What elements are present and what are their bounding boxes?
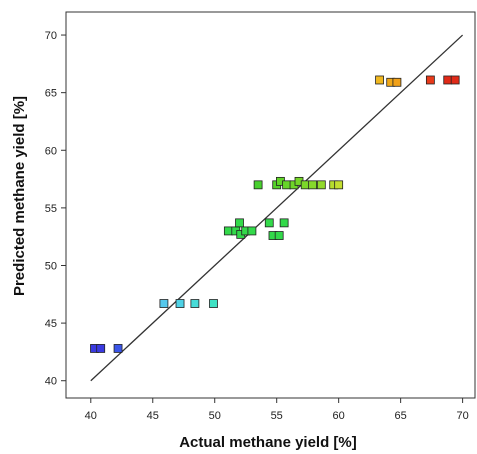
data-point (308, 180, 318, 190)
data-point (209, 299, 218, 308)
reference-line (90, 34, 464, 382)
data-point (190, 299, 200, 308)
data-point (247, 226, 257, 236)
data-point (392, 77, 402, 87)
data-point (175, 299, 185, 308)
x-tick-label: 65 (395, 410, 407, 422)
data-point (223, 226, 233, 236)
x-tick-label: 40 (85, 410, 97, 422)
data-point (279, 218, 289, 228)
data-point (159, 299, 169, 308)
data-point (316, 180, 326, 190)
data-point (253, 180, 263, 190)
data-point (274, 231, 284, 240)
y-tick-label: 45 (45, 318, 57, 330)
data-points (90, 75, 460, 353)
x-axis: 40 45 50 55 60 65 70 (85, 398, 469, 422)
x-tick-label: 70 (456, 410, 468, 422)
y-tick-label: 70 (45, 30, 57, 42)
y-axis: 40 45 50 55 60 65 70 (45, 30, 66, 388)
y-tick-label: 55 (45, 203, 57, 215)
y-tick-label: 65 (45, 88, 57, 100)
data-point (425, 75, 435, 85)
data-point (96, 344, 106, 353)
x-axis-title: Actual methane yield [%] (179, 434, 357, 451)
data-point (300, 180, 310, 190)
y-axis-title: Predicted methane yield [%] (11, 96, 28, 296)
data-point (450, 75, 460, 85)
y-tick-label: 40 (45, 376, 57, 388)
x-tick-label: 45 (147, 410, 159, 422)
x-tick-label: 60 (333, 410, 345, 422)
plot-frame (65, 11, 476, 399)
data-point (264, 218, 274, 228)
data-point (443, 75, 453, 85)
data-point (113, 344, 123, 353)
x-tick-label: 55 (271, 410, 283, 422)
y-tick-label: 60 (45, 145, 57, 157)
y-tick-label: 50 (45, 260, 57, 272)
data-point (282, 180, 292, 190)
data-point (235, 218, 244, 228)
data-point (375, 75, 384, 85)
data-point (334, 180, 344, 190)
x-tick-label: 50 (209, 410, 221, 422)
